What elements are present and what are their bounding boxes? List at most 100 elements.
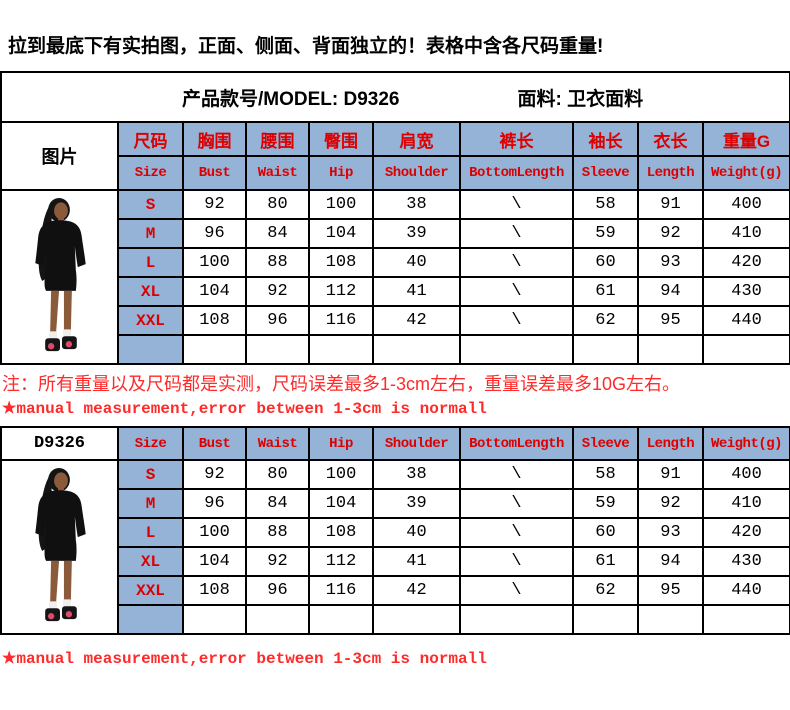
bust-value: 100 xyxy=(182,247,247,278)
size-row-s: S 92 80 100 38 \ 58 91 400 xyxy=(0,459,790,635)
sleeve-value: 61 xyxy=(572,546,639,577)
bust-value: 100 xyxy=(182,517,247,548)
sleeve-value: 62 xyxy=(572,575,639,606)
length-value: 94 xyxy=(637,276,704,307)
size-label: XXL xyxy=(117,575,184,606)
measurement-note-cn: 注：所有重量以及尺码都是实测，尺码误差最多1-3cm左右，重量误差最多10G左右… xyxy=(2,374,681,394)
col-header-weight-cn: 重量G xyxy=(701,121,790,157)
col-header-size-en: Size xyxy=(117,155,184,191)
col-header-sleeve-en: Sleeve xyxy=(572,155,639,191)
size-row-l: L 100 88 108 40 \ 60 93 420 xyxy=(1,247,790,278)
col-header-length-cn: 衣长 xyxy=(637,121,704,157)
length-value: 92 xyxy=(637,218,704,249)
bust-value: 92 xyxy=(182,459,247,490)
col-header-bottomlength-cn: 裤长 xyxy=(459,121,574,157)
size-label: S xyxy=(117,459,184,490)
weight-value: 440 xyxy=(702,575,790,606)
weight-value: 440 xyxy=(701,305,790,336)
size-row-xl: XL 104 92 112 41 \ 61 94 430 xyxy=(1,276,790,307)
bust-value: 104 xyxy=(182,546,247,577)
sleeve-value: 58 xyxy=(572,459,639,490)
bottomlength-value: \ xyxy=(459,189,574,220)
weight-value: 420 xyxy=(702,517,790,548)
waist-value: 92 xyxy=(245,276,310,307)
empty-size-cell xyxy=(117,604,184,635)
sleeve-value: 60 xyxy=(572,517,639,548)
bust-value: 96 xyxy=(182,488,247,519)
weight-value: 410 xyxy=(701,218,790,249)
product-photo-cell xyxy=(0,459,119,635)
length-value: 91 xyxy=(637,189,704,220)
size-row-s: S 92 80 100 38 \ 58 91 400 xyxy=(0,189,790,365)
col-header-length-en: Length xyxy=(637,155,704,191)
length-value: 94 xyxy=(637,546,704,577)
col-header-bottomlength-en: BottomLength xyxy=(459,426,574,461)
bottomlength-value: \ xyxy=(459,488,574,519)
bust-value: 108 xyxy=(182,575,247,606)
shoulder-value: 38 xyxy=(372,459,461,490)
col-header-size-cn: 尺码 xyxy=(117,121,184,157)
col-header-waist-cn: 腰围 xyxy=(245,121,310,157)
size-label: L xyxy=(117,517,184,548)
col-header-length-en: Length xyxy=(637,426,704,461)
size-label: L xyxy=(117,247,184,278)
col-header-sleeve-en: Sleeve xyxy=(572,426,639,461)
hip-value: 112 xyxy=(308,276,374,307)
sleeve-value: 62 xyxy=(572,305,639,336)
bottomlength-value: \ xyxy=(459,218,574,249)
waist-value: 84 xyxy=(245,218,310,249)
bottomlength-value: \ xyxy=(459,459,574,490)
bottomlength-value: \ xyxy=(459,247,574,278)
col-header-hip-en: Hip xyxy=(308,155,374,191)
col-header-hip-en: Hip xyxy=(308,426,374,461)
size-table-2: D9326 Size Bust Waist Hip Shoulder Botto… xyxy=(0,426,790,635)
length-value: 93 xyxy=(637,247,704,278)
shoulder-value: 38 xyxy=(372,189,461,220)
hip-value: 116 xyxy=(308,305,374,336)
size-row-xl: XL 104 92 112 41 \ 61 94 430 xyxy=(1,546,790,577)
waist-value: 96 xyxy=(245,305,310,336)
table-title-row: 产品款号/MODEL: D9326 面料: 卫衣面料 xyxy=(0,71,790,123)
col-header-shoulder-en: Shoulder xyxy=(372,155,461,191)
col-header-sleeve-cn: 袖长 xyxy=(572,121,639,157)
shoulder-value: 39 xyxy=(372,488,461,519)
shoulder-value: 42 xyxy=(372,575,461,606)
size-label: M xyxy=(117,218,184,249)
col-header-bust-en: Bust xyxy=(182,426,247,461)
shoulder-value: 41 xyxy=(372,276,461,307)
sleeve-value: 60 xyxy=(572,247,639,278)
shoulder-value: 41 xyxy=(372,546,461,577)
hip-value: 104 xyxy=(308,488,374,519)
col-header-shoulder-en: Shoulder xyxy=(372,426,461,461)
sleeve-value: 59 xyxy=(572,488,639,519)
col-header-waist-en: Waist xyxy=(245,155,310,191)
col-header-bust-en: Bust xyxy=(182,155,247,191)
sleeve-value: 61 xyxy=(572,276,639,307)
weight-value: 410 xyxy=(702,488,790,519)
waist-value: 84 xyxy=(245,488,310,519)
size-label: XXL xyxy=(117,305,184,336)
empty-size-cell xyxy=(117,334,184,365)
size-row-m: M 96 84 104 39 \ 59 92 410 xyxy=(1,488,790,519)
length-value: 95 xyxy=(637,305,704,336)
model-photo-black-hoodie-dress xyxy=(34,197,86,351)
length-value: 93 xyxy=(637,517,704,548)
shoulder-value: 40 xyxy=(372,247,461,278)
hip-value: 108 xyxy=(308,517,374,548)
col-header-weight-en: Weight(g) xyxy=(702,426,790,461)
header-row-en: Size Bust Waist Hip Shoulder BottomLengt… xyxy=(1,155,790,191)
hip-value: 100 xyxy=(308,459,374,490)
size-row-xxl: XXL 108 96 116 42 \ 62 95 440 xyxy=(1,305,790,336)
hip-value: 104 xyxy=(308,218,374,249)
size-row-l: L 100 88 108 40 \ 60 93 420 xyxy=(1,517,790,548)
shoulder-value: 40 xyxy=(372,517,461,548)
bottomlength-value: \ xyxy=(459,517,574,548)
measurement-note-en-bottom: ★manual measurement,error between 1-3cm … xyxy=(2,650,487,668)
waist-value: 96 xyxy=(245,575,310,606)
empty-row xyxy=(1,604,790,635)
size-row-xxl: XXL 108 96 116 42 \ 62 95 440 xyxy=(1,575,790,606)
image-column-header: 图片 xyxy=(0,121,119,191)
bust-value: 92 xyxy=(182,189,247,220)
bust-value: 108 xyxy=(182,305,247,336)
measurement-note-en: ★manual measurement,error between 1-3cm … xyxy=(2,400,487,418)
